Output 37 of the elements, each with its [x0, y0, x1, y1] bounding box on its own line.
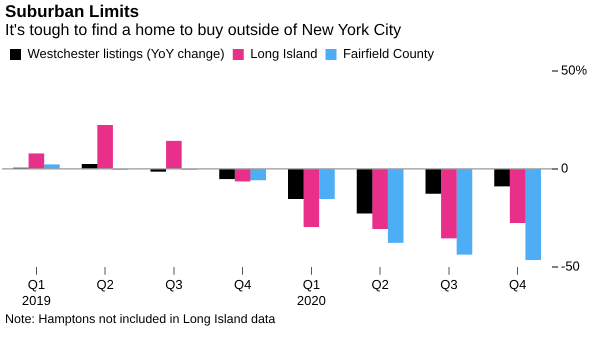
bar [441, 169, 457, 238]
x-tick-label: Q4 [508, 277, 526, 292]
bar [44, 164, 60, 168]
legend-label: Long Island [250, 46, 318, 62]
bar [525, 169, 541, 260]
x-tick-label: Q4 [234, 277, 252, 292]
y-tick-label: 50% [561, 62, 588, 78]
bar [356, 169, 372, 214]
bar [319, 169, 335, 200]
x-tick-label: Q2 [96, 277, 114, 292]
bar [388, 169, 404, 243]
legend-label: Fairfield County [342, 46, 435, 62]
bar [234, 169, 250, 182]
bar [288, 169, 304, 200]
chart-subtitle: It's tough to find a home to buy outside of New York City [5, 22, 402, 40]
bar [82, 164, 98, 168]
bar [166, 140, 182, 168]
y-tick-label: 0 [561, 160, 568, 176]
bar [372, 169, 388, 230]
bar [219, 169, 235, 180]
x-tick-label: Q3 [165, 277, 183, 292]
x-tick-label: Q2 [371, 277, 389, 292]
bar [494, 169, 510, 186]
bar [28, 153, 44, 168]
bar [510, 169, 526, 223]
x-tick-label: Q1 2020 [296, 277, 326, 308]
legend-label: Westchester listings (YoY change) [28, 46, 225, 62]
bar [250, 169, 266, 180]
bar [456, 169, 472, 255]
x-tick-label: Q1 2019 [22, 277, 51, 308]
y-tick-label: -50 [561, 258, 580, 274]
text: Note: Hamptons not included in Long Island data [5, 312, 276, 327]
bar [304, 169, 320, 228]
x-tick-label: Q3 [440, 277, 458, 292]
bar [426, 169, 442, 194]
bar [97, 125, 113, 168]
chart-title: Suburban Limits [5, 2, 140, 22]
